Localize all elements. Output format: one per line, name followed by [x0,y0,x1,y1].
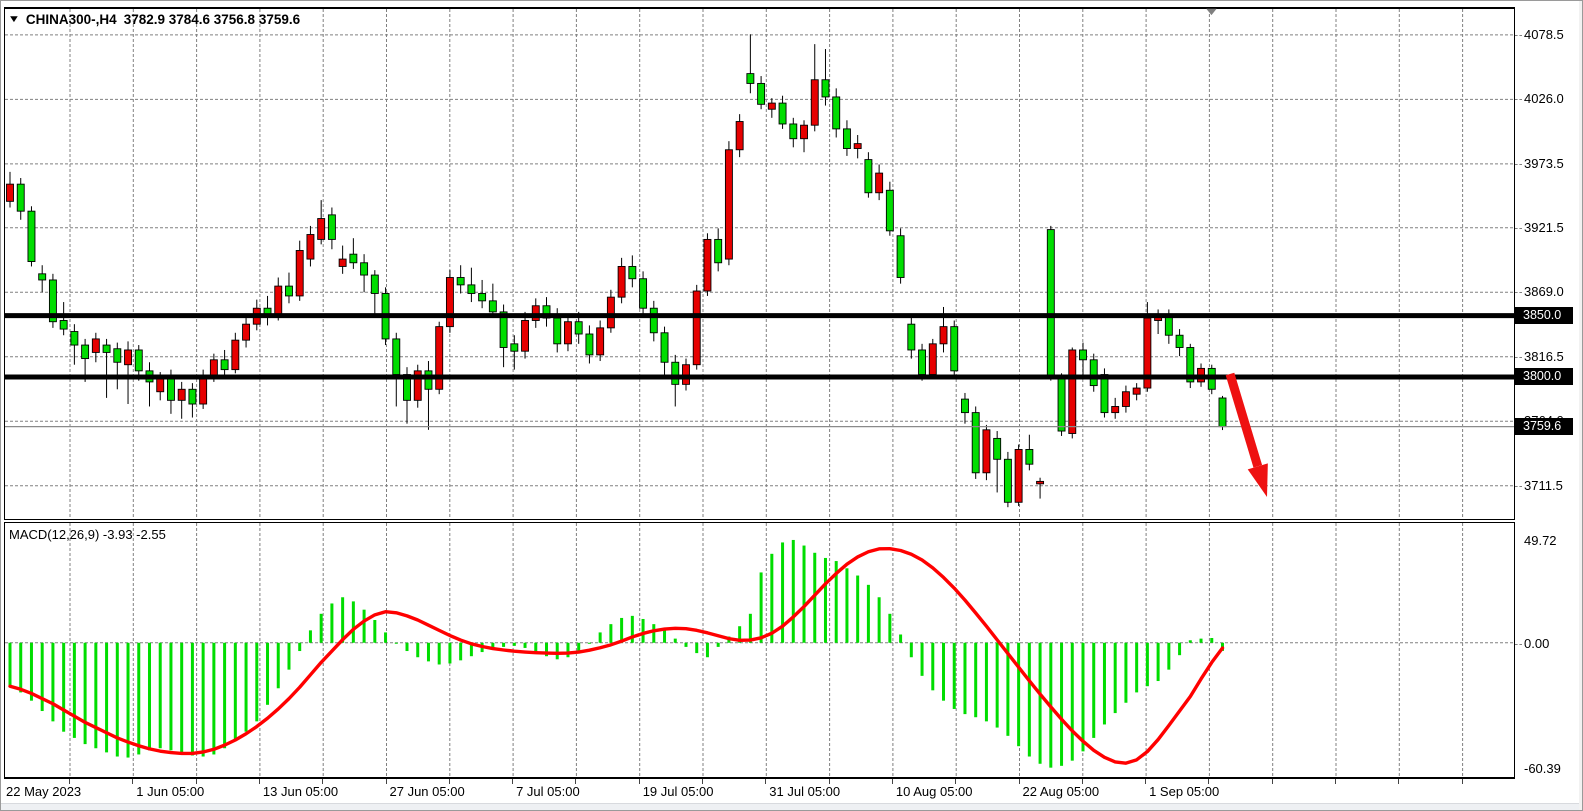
price-tick [1515,34,1522,36]
level-lines[interactable] [5,313,1514,380]
price-tick [1515,292,1522,294]
macd-axis-label: -60.39 [1524,760,1561,776]
time-tick [385,779,387,784]
price-tick [1515,99,1522,101]
window-right-edge [1579,1,1582,810]
time-axis-label: 22 Aug 05:00 [1022,784,1100,799]
level-price-badge: 3800.0 [1515,368,1573,386]
macd-axis-label: 49.72 [1524,532,1557,548]
time-axis-label: 1 Jun 05:00 [136,784,205,799]
current-price-badge: 3759.6 [1515,418,1573,436]
time-axis-label: 1 Sep 05:00 [1149,784,1220,799]
trend-arrow[interactable] [1225,372,1268,497]
time-tick [69,779,70,784]
time-tick [702,779,703,784]
time-scale[interactable]: 22 May 2023 1 Jun 05:00 13 Jun 05:00 27 Jun… [4,779,1582,803]
time-tick [512,779,514,784]
time-tick [1461,779,1463,784]
price-axis-label: 4078.5 [1524,26,1564,42]
chart-shift-marker-icon[interactable]: ▼ [1202,6,1221,18]
time-tick [575,779,577,784]
time-tick [891,779,893,784]
time-tick [1335,779,1336,784]
price-chart-canvas[interactable] [5,9,1514,518]
time-tick [132,779,134,784]
time-tick [1081,779,1083,784]
time-tick [1271,779,1273,784]
time-axis-label: 7 Jul 05:00 [516,784,580,799]
time-axis-label: 13 Jun 05:00 [262,784,339,799]
price-axis-label: 3711.5 [1524,477,1563,493]
symbol-dropdown-icon[interactable]: ▼ [7,14,21,25]
symbol-period-label: CHINA300-,H4 [25,12,117,27]
time-axis-label: 19 Jul 05:00 [642,784,714,799]
time-axis-label: 22 May 2023 [6,784,82,799]
price-tick [1515,356,1522,358]
window-bottom-edge [1,803,1582,810]
macd-zero-tick [1515,643,1522,645]
time-tick [1018,779,1020,784]
price-axis-label: 3921.5 [1524,219,1564,235]
macd-signal-line [8,546,1225,765]
time-tick [1208,779,1210,784]
chart-title: ▼ CHINA300-,H4 3782.9 3784.6 3756.8 3759… [7,12,301,27]
macd-chart-canvas[interactable] [5,523,1514,777]
time-tick [765,779,767,784]
time-tick [322,779,324,784]
time-tick [638,779,640,784]
time-axis-label: 31 Jul 05:00 [769,784,841,799]
price-axis-label: 4026.0 [1524,91,1564,107]
time-tick [828,779,830,784]
price-scale[interactable]: 4078.54026.03973.53921.53869.03816.53764… [1515,7,1582,520]
macd-histogram [8,539,1224,768]
macd-indicator-panel[interactable] [4,522,1515,779]
candles [6,34,1227,508]
time-tick [448,779,450,784]
time-tick [1398,779,1400,784]
time-axis-label: 27 Jun 05:00 [389,784,465,799]
price-chart-panel[interactable] [4,7,1515,520]
time-axis-label: 10 Aug 05:00 [895,784,973,799]
time-tick [195,779,197,784]
macd-scale[interactable]: 49.72 0.00 -60.39 [1515,522,1582,779]
macd-gridlines [5,523,1514,777]
time-tick [258,779,260,784]
macd-indicator-label: MACD(12,26,9) -3.93 -2.55 [9,527,166,542]
price-tick [1515,485,1522,487]
price-axis-label: 3973.5 [1524,155,1564,171]
time-tick [955,779,957,784]
ohlc-readout: 3782.9 3784.6 3756.8 3759.6 [123,12,301,27]
price-axis-label: 3869.0 [1524,284,1564,300]
time-tick [1145,779,1147,784]
macd-axis-label: 0.00 [1524,635,1550,651]
price-axis-label: 3816.5 [1524,348,1564,364]
level-price-badge: 3850.0 [1515,307,1573,325]
panel-divider[interactable] [4,520,1515,522]
price-tick [1515,163,1522,165]
price-tick [1515,227,1522,229]
